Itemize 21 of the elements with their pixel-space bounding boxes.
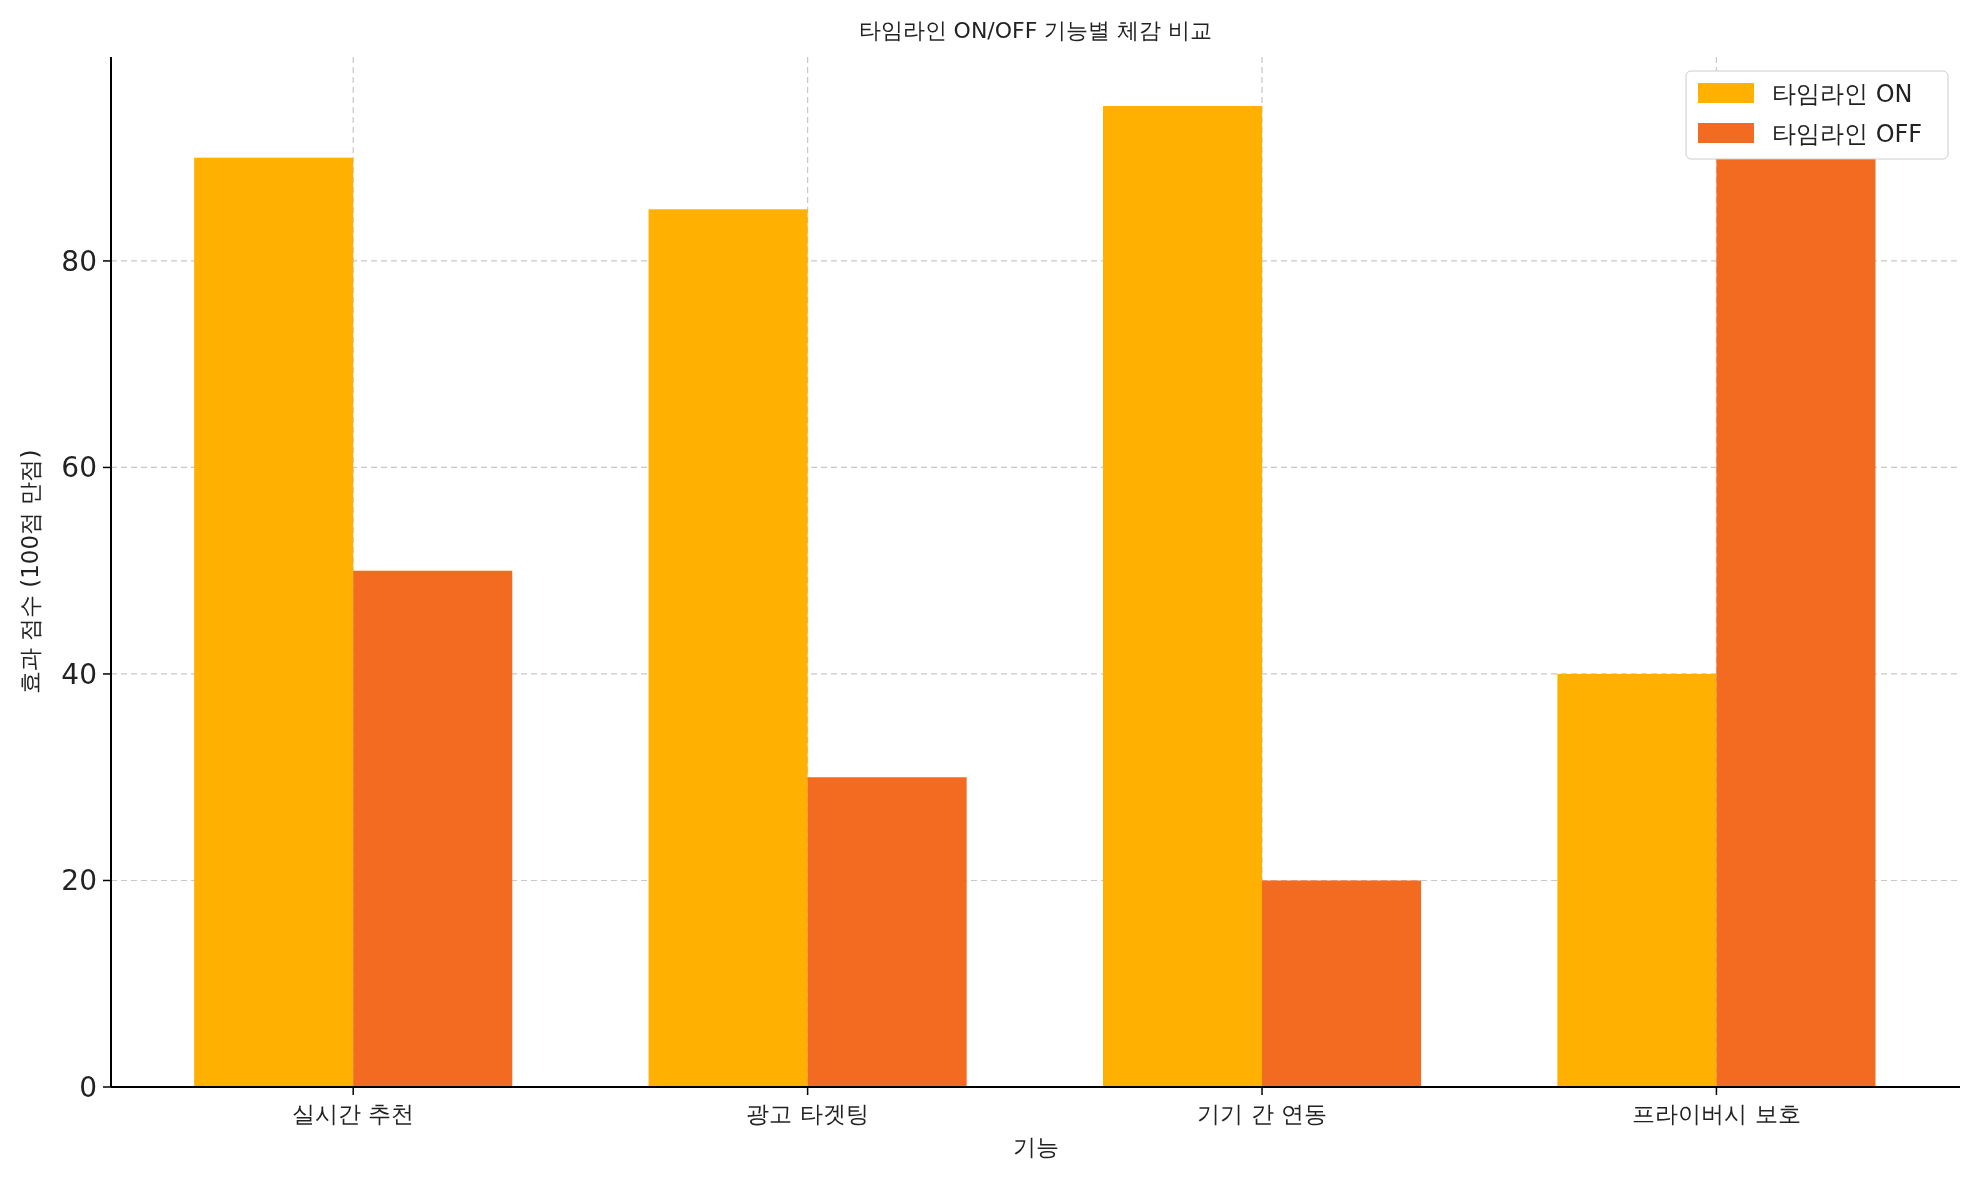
bar	[194, 157, 354, 1087]
y-tick-label: 60	[61, 451, 97, 485]
y-tick-label: 40	[61, 657, 97, 691]
legend-label: 타임라인 ON	[1772, 80, 1913, 108]
x-tick-label: 광고 타겟팅	[746, 1101, 869, 1127]
x-tick-label: 기기 간 연동	[1197, 1101, 1327, 1127]
x-tick-label: 프라이버시 보호	[1632, 1101, 1801, 1127]
y-axis-title: 효과 점수 (100점 만점)	[17, 449, 43, 695]
legend-label: 타임라인 OFF	[1772, 120, 1923, 148]
y-tick-label: 20	[61, 864, 97, 898]
bar	[353, 570, 513, 1087]
bar	[807, 777, 967, 1087]
x-axis-title: 기능	[1012, 1134, 1059, 1160]
y-tick-label: 0	[79, 1071, 97, 1104]
bar	[1102, 106, 1263, 1087]
chart-title: 타임라인 ON/OFF 기능별 체감 비교	[858, 18, 1213, 43]
x-tick-label: 실시간 추천	[292, 1101, 415, 1127]
bar	[1557, 673, 1717, 1087]
bar	[648, 209, 808, 1087]
y-tick-label: 80	[61, 244, 97, 278]
bar	[1262, 880, 1422, 1087]
